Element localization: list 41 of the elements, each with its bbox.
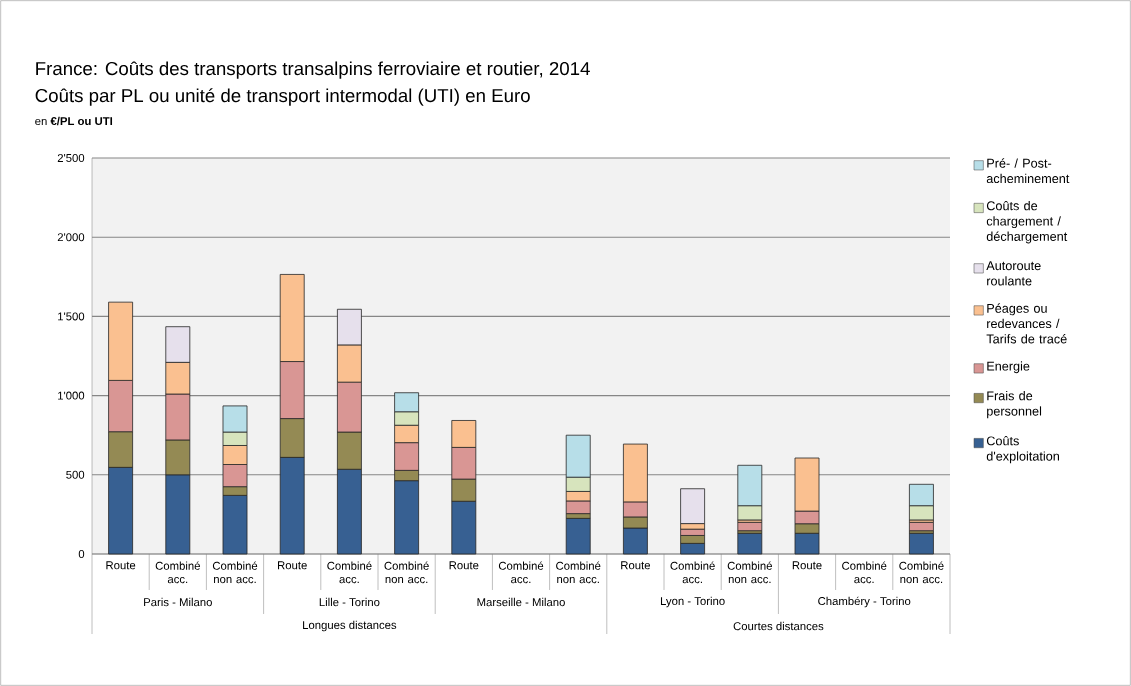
legend-label: Coûts d'exploitation (986, 436, 1059, 464)
x-tick-label: Route (449, 561, 479, 570)
x-tick-label: Combiné non acc. (212, 561, 258, 584)
x-tick-label: Combiné non acc. (727, 561, 772, 584)
text: Chambéry - Torino (818, 596, 911, 608)
y-tick-label: 2'500 (57, 154, 85, 163)
x-tick-label: Combiné non acc. (556, 561, 601, 584)
legend-label: Frais de personnel (987, 390, 1042, 419)
y-tick-label: 2'000 (57, 233, 85, 242)
bar (565, 517, 591, 555)
y-axis-title: en €/PL ou UTI (35, 116, 113, 126)
x-tick-label: Route (792, 561, 822, 570)
x-tick-label: Combiné acc. (842, 561, 887, 584)
x-tick-label: Combiné non acc. (384, 561, 429, 584)
legend-label: Autoroute roulante (986, 261, 1041, 286)
text: Longues distances (303, 620, 397, 632)
chart-subtitle: Coûts par PL ou unité de transport intermodal (UTI) en Euro (35, 88, 530, 106)
bar (909, 532, 934, 555)
x-tick-label: Combiné acc. (670, 561, 715, 584)
legend-label: Coûts de chargement / déchargement (986, 200, 1068, 244)
x-tick-label: Combiné acc. (155, 561, 200, 584)
y-tick-label: 1'000 (58, 391, 85, 400)
y-tick-label: 1'500 (58, 312, 85, 321)
text: Paris - Milano (144, 597, 212, 607)
x-tick-label: Combiné acc. (498, 561, 544, 584)
text: Lille - Torino (319, 597, 380, 607)
y-tick-label: 500 (66, 470, 85, 479)
text: Courtes distances (733, 621, 824, 631)
x-tick-label: Route (278, 561, 307, 570)
text: Lyon - Torino (660, 596, 725, 608)
y-tick-label: 0 (78, 550, 85, 559)
x-tick-label: Route (621, 561, 651, 570)
legend-label: Péages ou redevances / Tarifs de tracé (986, 303, 1067, 344)
chart-title: France: Coûts des transports transalpins ferroviaire et routier, 2014 (36, 61, 590, 79)
x-tick-label: Route (106, 561, 136, 570)
text: Marseille - Milano (477, 597, 565, 607)
x-tick-label: Combiné non acc. (899, 561, 944, 584)
bar (737, 532, 763, 555)
legend-label: Energie (987, 361, 1030, 374)
legend-label: Pré- / Post-acheminement (986, 158, 1070, 184)
x-tick-label: Combiné acc. (327, 561, 372, 584)
